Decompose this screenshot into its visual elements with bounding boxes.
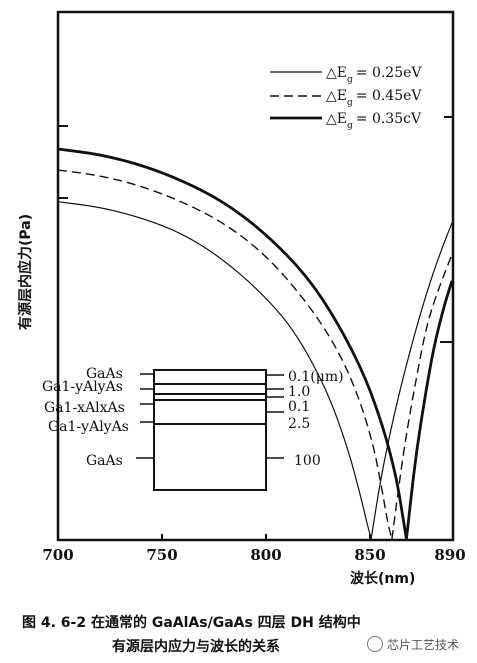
wechat-logo-icon — [366, 636, 383, 652]
series-line-dashed — [391, 254, 453, 540]
x-tick-label: 800 — [250, 546, 281, 564]
x-axis-title: 波长(nm) — [350, 570, 415, 587]
watermark-text: 芯片工艺技术 — [386, 638, 459, 652]
legend: △Eg = 0.25eV △Eg = 0.45eV △Eg = 0.35cV — [270, 65, 422, 131]
watermark: 芯片工艺技术 — [366, 636, 459, 653]
y-axis-title: 有源层内应力(Pa) — [17, 214, 34, 330]
figure-caption-line1: 图 4. 6-2 在通常的 GaAlAs/GaAs 四层 DH 结构中 — [22, 615, 361, 631]
inset-layer-label: Ga1-yAlyAs — [48, 419, 129, 435]
series-line-thick-solid — [57, 147, 408, 540]
inset-thickness-label: 2.5 — [288, 416, 310, 432]
inset-thickness-label: 100 — [294, 453, 321, 469]
series-line-thick-solid — [405, 280, 454, 540]
layer-structure-inset: GaAs Ga1-yAlyAs Ga1-xAlxAs Ga1-yAlyAs Ga… — [42, 366, 344, 491]
inset-thickness-label: 0.1 — [288, 399, 310, 415]
legend-label-0: △Eg = 0.25eV — [326, 65, 422, 85]
series-line-dashed — [57, 169, 393, 540]
inset-thickness-label: 1.0 — [288, 384, 310, 400]
legend-label-2: △Eg = 0.35cV — [326, 111, 422, 131]
plot-area-frame — [56, 10, 455, 542]
figure-caption-line2: 有源层内应力与波长的关系 — [112, 639, 280, 655]
legend-label-1: △Eg = 0.45eV — [326, 88, 422, 108]
x-tick-label: 750 — [146, 546, 177, 564]
inset-stack-box — [153, 369, 267, 491]
x-tick-label: 890 — [434, 546, 465, 564]
inset-layer-label: Ga1-xAlxAs — [44, 400, 125, 416]
x-tick-label: 700 — [42, 546, 73, 564]
inset-thickness-label: 0.1(μm) — [288, 369, 344, 385]
x-tick-label: 850 — [354, 546, 385, 564]
inset-layer-label: Ga1-yAlyAs — [42, 379, 123, 395]
inset-leader-lines — [136, 373, 284, 459]
data-series-group — [57, 147, 454, 540]
y-axis-ticks — [58, 116, 453, 343]
series-line-thin-solid — [57, 201, 372, 540]
series-line-thin-solid — [370, 222, 453, 540]
inset-layer-label: GaAs — [86, 453, 123, 469]
inset-layer-label: GaAs — [86, 366, 123, 382]
